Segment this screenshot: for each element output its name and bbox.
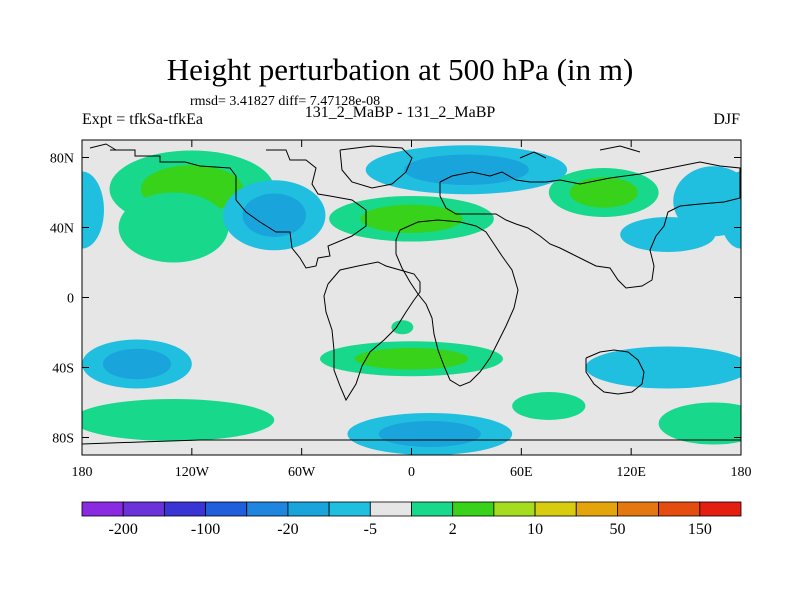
season-label: DJF [713,111,740,128]
anomaly-region-10-band-0 [391,320,414,335]
colorbar-box-1 [122,501,165,517]
y-tick-label-4: 80S [52,432,74,447]
colorbar-box-13 [617,501,660,517]
colorbar-box-14 [658,501,701,517]
y-tick-label-2: 0 [67,292,74,307]
x-tick-label-3: 0 [408,465,415,480]
coastline-arctic-islands [89,143,641,159]
colorbar: -200 -100 -20 -5 2 10 50 150 [81,501,742,538]
colorbar-box-8 [411,501,454,517]
colorbar-box-0 [81,501,124,517]
colorbar-box-15 [699,501,742,517]
coastline-north-america [110,149,367,269]
anomaly-layer [82,145,741,455]
x-tick-label-0: 180 [72,465,93,480]
coastline-antarctica [82,439,741,445]
x-tick-label-2: 60W [288,465,316,480]
colorbar-label-3: -5 [364,521,377,538]
anomaly-region-7-band-1 [569,177,638,208]
anomaly-region-2-band-0 [82,171,104,249]
experiment-label: Expt = tfkSa-tfkEa [82,111,203,128]
y-tick-label-3: 40S [52,362,74,377]
colorbar-box-4 [246,501,289,517]
colorbar-label-0: -200 [109,521,138,538]
x-tick-label-4: 60E [510,465,533,480]
anomaly-region-4-band-1 [242,193,306,237]
anomaly-region-16-band-0 [512,392,586,420]
colorbar-box-5 [287,501,330,517]
colorbar-box-11 [534,501,577,517]
colorbar-box-6 [328,501,371,517]
x-tick-label-6: 180 [731,465,752,480]
colorbar-label-4: 2 [449,521,457,538]
colorbar-box-2 [163,501,206,517]
anomaly-region-13-band-0 [585,346,741,389]
anomaly-region-12-band-1 [354,347,469,370]
y-tick-label-0: 80N [50,152,74,167]
colorbar-label-5: 10 [527,521,543,538]
coastline-eurasia [439,161,741,289]
anomaly-region-14-band-0 [82,399,275,441]
coastlines [82,143,741,445]
colorbar-box-10 [493,501,536,517]
colorbar-label-2: -20 [277,521,298,538]
x-tick-label-5: 120E [616,465,646,480]
colorbar-label-6: 50 [609,521,625,538]
x-tick-label-1: 120W [175,465,210,480]
anomaly-region-11-band-1 [102,348,171,380]
axes: 180 120W 60W 0 60E 120E 180 80N 40N 0 40S 80S [50,140,752,480]
anomaly-region-9-band-0 [673,166,741,237]
colorbar-box-7 [369,501,412,517]
y-tick-label-1: 40N [50,222,74,237]
colorbar-label-7: 150 [688,521,712,538]
anomaly-region-1-band-0 [118,192,229,263]
colorbar-box-3 [205,501,248,517]
anomaly-region-6-band-1 [403,154,529,185]
coastline-south-america [323,261,421,402]
coastline-greenland [339,145,413,189]
colorbar-box-9 [452,501,495,517]
anomaly-region-17-band-0 [658,402,741,445]
colorbar-label-1: -100 [191,521,220,538]
colorbar-box-12 [575,501,618,517]
stats-text: rmsd= 3.41827 diff= 7.47128e-08 [190,94,381,109]
anomaly-region-15-band-1 [378,420,481,448]
case-label: 131_2_MaBP - 131_2_MaBP [304,104,496,121]
chart-title: Height perturbation at 500 hPa (in m) [166,52,634,87]
coastline-africa [395,219,519,387]
coastline-australia [585,349,645,395]
anomaly-region-5-band-1 [360,204,463,233]
